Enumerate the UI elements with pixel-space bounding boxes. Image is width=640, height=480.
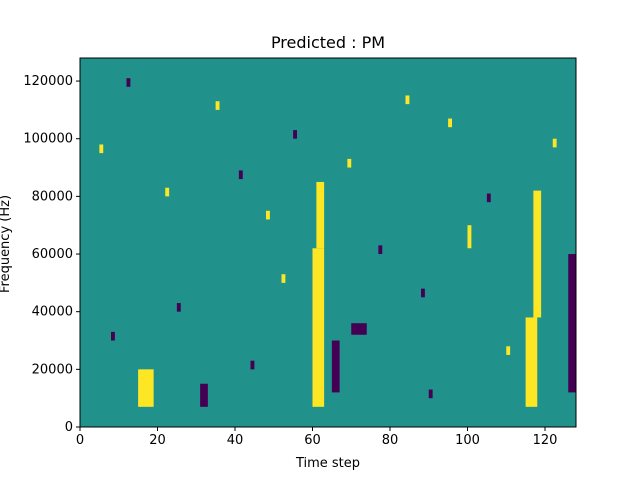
heatmap-cell-19 bbox=[405, 95, 410, 105]
y-tick-label: 100000 bbox=[23, 132, 73, 147]
x-tick-label: 80 bbox=[382, 433, 399, 448]
heatmap-cell-1 bbox=[312, 248, 325, 407]
heatmap-cell-24 bbox=[111, 331, 115, 341]
heatmap-cell-9 bbox=[467, 225, 472, 249]
heatmap-cell-3 bbox=[525, 317, 538, 407]
x-tick-label: 20 bbox=[149, 433, 166, 448]
heatmap-cell-29 bbox=[552, 138, 557, 148]
heatmap-cells bbox=[99, 78, 576, 407]
y-tick-label: 20000 bbox=[32, 362, 73, 377]
plot-background bbox=[80, 58, 576, 427]
x-tick-label: 100 bbox=[455, 433, 480, 448]
heatmap-cell-17 bbox=[347, 158, 352, 168]
heatmap-cell-8 bbox=[351, 323, 367, 335]
heatmap-cell-16 bbox=[293, 130, 297, 139]
y-tick-label: 0 bbox=[65, 420, 73, 435]
y-tick-label: 120000 bbox=[23, 74, 73, 89]
heatmap-cell-23 bbox=[506, 346, 511, 355]
x-axis: 0 20 40 60 80 100 120 bbox=[76, 427, 558, 448]
x-tick-label: 40 bbox=[227, 433, 244, 448]
heatmap-cell-2 bbox=[316, 181, 325, 249]
plot-area bbox=[79, 57, 577, 428]
heatmap-cell-18 bbox=[378, 245, 383, 255]
heatmap-cell-21 bbox=[448, 118, 452, 128]
x-tick-label: 120 bbox=[533, 433, 558, 448]
x-axis-label: Time step bbox=[295, 456, 360, 471]
plot-frame bbox=[79, 57, 577, 428]
heatmap-cell-28 bbox=[428, 389, 433, 399]
heatmap-cell-5 bbox=[331, 340, 340, 393]
heatmap-cell-22 bbox=[486, 193, 491, 203]
heatmap-cell-25 bbox=[215, 101, 220, 110]
x-tick-label: 0 bbox=[76, 433, 84, 448]
chart-title: Predicted : PM bbox=[271, 33, 385, 52]
heatmap-cell-7 bbox=[200, 383, 208, 407]
heatmap-cell-11 bbox=[126, 78, 131, 87]
y-tick-label: 60000 bbox=[32, 247, 73, 262]
heatmap-cell-12 bbox=[165, 187, 170, 197]
heatmap-cell-27 bbox=[281, 274, 286, 283]
heatmap-cell-14 bbox=[238, 170, 243, 180]
y-axis-label: Frequency (Hz) bbox=[0, 195, 13, 293]
heatmap-cell-6 bbox=[568, 254, 576, 393]
heatmap-cell-26 bbox=[250, 360, 255, 370]
y-tick-label: 80000 bbox=[32, 189, 73, 204]
heatmap-cell-20 bbox=[421, 288, 425, 298]
heatmap-cell-15 bbox=[266, 210, 270, 220]
x-tick-label: 60 bbox=[304, 433, 321, 448]
y-tick-label: 40000 bbox=[32, 305, 73, 320]
heatmap-cell-0 bbox=[138, 369, 154, 407]
y-axis: 0 20000 40000 60000 80000 100000 120000 bbox=[23, 74, 80, 435]
heatmap-cell-13 bbox=[176, 303, 181, 312]
heatmap-cell-10 bbox=[99, 144, 104, 154]
heatmap-cell-4 bbox=[533, 190, 542, 318]
